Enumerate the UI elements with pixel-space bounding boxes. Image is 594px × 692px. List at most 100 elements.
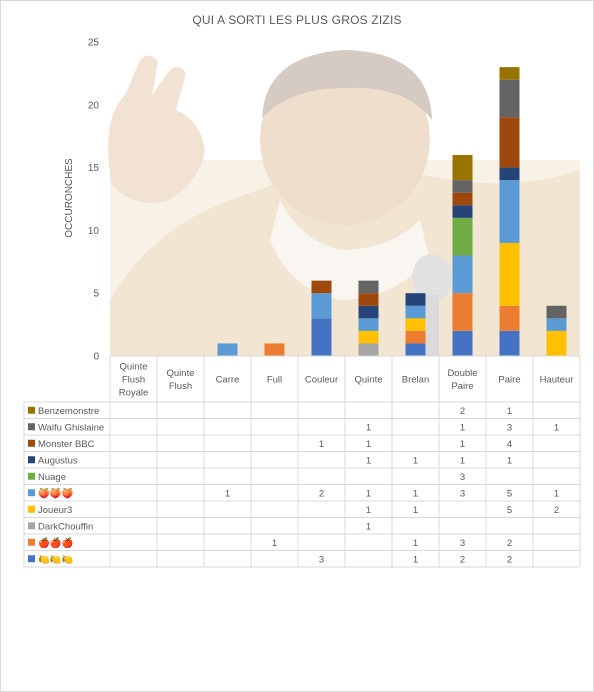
data-label: 4	[507, 439, 512, 450]
y-tick-label: 20	[88, 100, 100, 111]
y-tick-label: 10	[88, 226, 100, 237]
data-label: 1	[366, 488, 371, 499]
data-label: 3	[460, 472, 465, 483]
data-label: 2	[460, 554, 465, 565]
category-label: Double Paire	[447, 368, 477, 392]
legend-entry: 🍑🍑🍑	[38, 487, 74, 499]
legend-entry: Joueur3	[38, 505, 72, 516]
data-label: 1	[413, 455, 418, 466]
legend-entry: Monster BBC	[38, 439, 95, 450]
y-tick-label: 0	[93, 352, 99, 363]
data-label: 1	[460, 455, 465, 466]
legend-key	[28, 505, 35, 513]
bar-segment	[452, 205, 473, 218]
legend-entry: DarkChouffin	[38, 521, 93, 532]
bar-segment	[499, 330, 520, 356]
category-label: Quinte Flush Royale	[119, 362, 149, 399]
data-label: 1	[460, 439, 465, 450]
background-photo	[108, 50, 580, 356]
bar-segment	[358, 280, 379, 294]
data-label: 1	[413, 505, 418, 516]
legend-key	[28, 472, 35, 480]
bars-layer	[217, 67, 567, 356]
data-label: 1	[366, 439, 371, 450]
bar-segment	[499, 79, 520, 118]
data-label: 2	[319, 488, 324, 499]
y-tick-label: 5	[93, 289, 99, 300]
photo-hand	[108, 55, 205, 203]
data-label: 2	[554, 505, 559, 516]
category-label: Quinte Flush	[167, 368, 195, 392]
bar-segment	[499, 242, 520, 306]
bar-segment	[499, 67, 520, 80]
data-label: 1	[507, 455, 512, 466]
data-label: 1	[319, 439, 324, 450]
category-label: Hauteur	[540, 375, 574, 386]
data-label: 3	[460, 488, 465, 499]
category-label: Paire	[498, 375, 520, 386]
bar-segment	[452, 180, 473, 193]
legend-entry: 🍎🍎🍎	[38, 537, 74, 549]
bar-segment	[405, 330, 426, 344]
data-label: 1	[225, 488, 230, 499]
bar-segment	[452, 255, 473, 294]
photo-face	[260, 55, 430, 225]
photo-microphone	[412, 254, 452, 302]
bar-segment	[499, 180, 520, 243]
data-label: 1	[413, 538, 418, 549]
data-label: 5	[507, 505, 512, 516]
data-table: Quinte Flush Royale Quinte Flush Carre Full Cou…	[23, 355, 581, 568]
bar-segment	[358, 330, 379, 344]
bar-segment	[499, 167, 520, 181]
legend-entry: Augustus	[38, 455, 78, 466]
data-label: 3	[319, 554, 324, 565]
data-label: 3	[507, 422, 512, 433]
data-label: 1	[272, 538, 277, 549]
data-label: 1	[366, 521, 371, 532]
bar-segment	[546, 305, 567, 319]
legend-key	[28, 555, 35, 563]
bar-segment	[358, 293, 379, 306]
y-axis-label: OCCURONCHES	[64, 158, 75, 238]
bar-segment	[358, 343, 379, 356]
data-label: 1	[366, 505, 371, 516]
bar-segment	[358, 318, 379, 331]
y-axis-ticks: 0 5 10 15 20 25	[88, 38, 100, 363]
legend-key	[28, 439, 35, 447]
legend-entry: 🍋🍋🍋	[38, 553, 74, 565]
data-label: 5	[507, 488, 512, 499]
bar-segment	[358, 305, 379, 319]
category-label: Couleur	[305, 375, 338, 386]
bar-segment	[499, 305, 520, 331]
bar-segment	[311, 293, 332, 319]
bar-segment	[452, 192, 473, 206]
bar-segment	[546, 330, 567, 356]
bar-segment	[264, 343, 285, 356]
data-label: 1	[366, 422, 371, 433]
photo-microphone-stand	[425, 295, 439, 356]
legend-key	[28, 522, 35, 530]
chart-title: QUI A SORTI LES PLUS GROS ZIZIS	[192, 13, 401, 27]
bar-segment	[217, 343, 238, 356]
bar-segment	[499, 117, 520, 168]
photo-shirt	[270, 200, 430, 300]
category-label: Full	[267, 375, 282, 386]
photo-hair	[262, 50, 432, 120]
data-label: 2	[507, 538, 512, 549]
legend-key	[28, 406, 35, 414]
legend-key	[28, 423, 35, 431]
data-label: 1	[413, 554, 418, 565]
data-label: 1	[366, 455, 371, 466]
category-label: Quinte	[355, 375, 383, 386]
y-tick-label: 15	[88, 163, 100, 174]
bar-segment	[452, 217, 473, 256]
bar-segment	[452, 330, 473, 356]
bar-segment	[452, 155, 473, 181]
bar-segment	[311, 280, 332, 294]
bar-segment	[405, 318, 426, 331]
data-label: 1	[413, 488, 418, 499]
bar-segment	[311, 318, 332, 356]
bar-segment	[405, 305, 426, 319]
